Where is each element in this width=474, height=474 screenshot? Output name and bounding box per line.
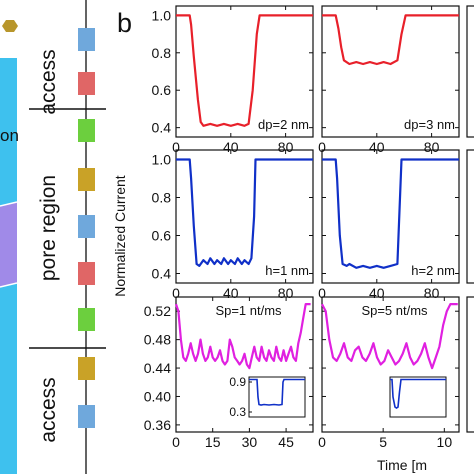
x-tick-label: 40 [223,285,239,301]
nucleotide-segment [78,168,95,191]
x-tick-label: 40 [369,139,385,155]
y-tick-label: 0.52 [144,303,171,319]
x-tick-label: 0 [318,139,326,155]
plot-frame [321,149,460,284]
y-tick-label: 0.4 [152,120,172,136]
nucleotide-segment [78,308,95,331]
nucleotide-segment [78,357,95,380]
y-tick-label: 0.48 [144,332,171,348]
nucleotide-segment [78,405,95,428]
plot-frame [321,296,460,433]
chart-panel: 0 5 10 Sp=5 nt/ms [318,296,460,450]
access-label-bottom: access [37,377,60,442]
x-tick-label: 10 [437,434,453,450]
nucleotide-segment [78,28,95,51]
partial-plot-frame [466,296,474,433]
plot-frame [175,296,314,433]
x-tick-label: 0 [318,285,326,301]
x-tick-label: 80 [424,285,440,301]
x-tick-label: 80 [424,139,440,155]
nucleotide-segments [78,28,95,428]
partial-plot-frame [466,5,474,138]
x-tick-label: 80 [278,139,294,155]
nucleotide-segment [78,215,95,238]
x-tick-label: 0 [172,434,180,450]
x-tick-label: 0 [318,434,326,450]
hexagon-icon [2,20,18,32]
inset-plot: 0.3 0.9 [229,375,306,419]
annotation-label: dp=3 nm [404,117,455,132]
y-tick-label: 1.0 [152,152,172,168]
chart-panel: 0 40 80 h=2 nm [318,149,460,301]
partial-plot-frame [466,149,474,284]
series-line [176,158,313,267]
y-tick-label: 0.8 [152,190,172,206]
y-tick-label: 1.0 [152,7,172,23]
x-tick-label: 30 [242,434,258,450]
plot-frame [321,5,460,138]
annotation-label: Sp=1 nt/ms [215,303,282,318]
annotation-label: dp=2 nm [258,117,309,132]
x-axis-label: Time [m [377,457,427,473]
inset-y-tick-label: 0.3 [229,405,246,419]
chart-panel: 0 40 80 0.4 0.6 0.8 1.0 dp=2 nm [152,5,314,155]
series-line [321,303,458,370]
x-tick-label: 45 [278,434,294,450]
purple-edge-bottom [0,282,18,288]
x-tick-label: 0 [172,285,180,301]
y-tick-label: 0.6 [152,228,172,244]
pore-region-label: pore region [37,175,60,281]
annotation-label: Sp=5 nt/ms [361,303,428,318]
series-line [174,303,311,370]
nucleotide-segment [78,72,95,95]
plot-frame [175,5,314,138]
y-tick-label: 0.6 [152,82,172,98]
y-tick-label: 0.8 [152,45,172,61]
plot-frame [175,149,314,284]
nucleotide-segment [78,119,95,142]
nucleotide-segment [78,262,95,285]
y-tick-label: 0.4 [152,266,172,282]
x-tick-label: 0 [172,139,180,155]
y-tick-label: 0.44 [144,360,171,376]
y-tick-label: 0.40 [144,388,171,404]
fragment-label: on [0,126,19,145]
plots: 0 40 80 0.4 0.6 0.8 1.0 dp=2 nm 0 40 80 dp=3 nm 0 40 8… [144,5,474,450]
x-tick-label: 40 [369,285,385,301]
series-line [176,14,313,127]
annotation-label: h=1 nm [265,263,309,278]
inset-series-line [390,378,446,409]
x-tick-label: 15 [205,434,221,450]
panel-label: b [117,8,132,38]
purple-edge-top [0,201,18,207]
chart-panel: 0 15 30 45 0.36 0.40 0.44 0.48 0.52 Sp=1 nt/ms [144,296,314,450]
x-tick-label: 5 [379,434,387,450]
schematic: on access pore region access [0,0,106,474]
access-label-top: access [37,49,60,114]
inset-series-line [249,378,305,406]
series-line [322,158,459,269]
y-axis-label: Normalized Current [112,175,128,296]
purple-block [0,202,17,287]
x-tick-label: 40 [223,139,239,155]
series-line [322,14,459,66]
annotation-label: h=2 nm [411,263,455,278]
y-tick-label: 0.36 [144,417,171,433]
chart-panel: 0 40 800.40.60.81.0h=1 nm [152,149,314,301]
chart-panel: 0 40 80 dp=3 nm [318,5,460,155]
inset-y-tick-label: 0.9 [229,375,246,389]
inset-plot [389,376,447,418]
